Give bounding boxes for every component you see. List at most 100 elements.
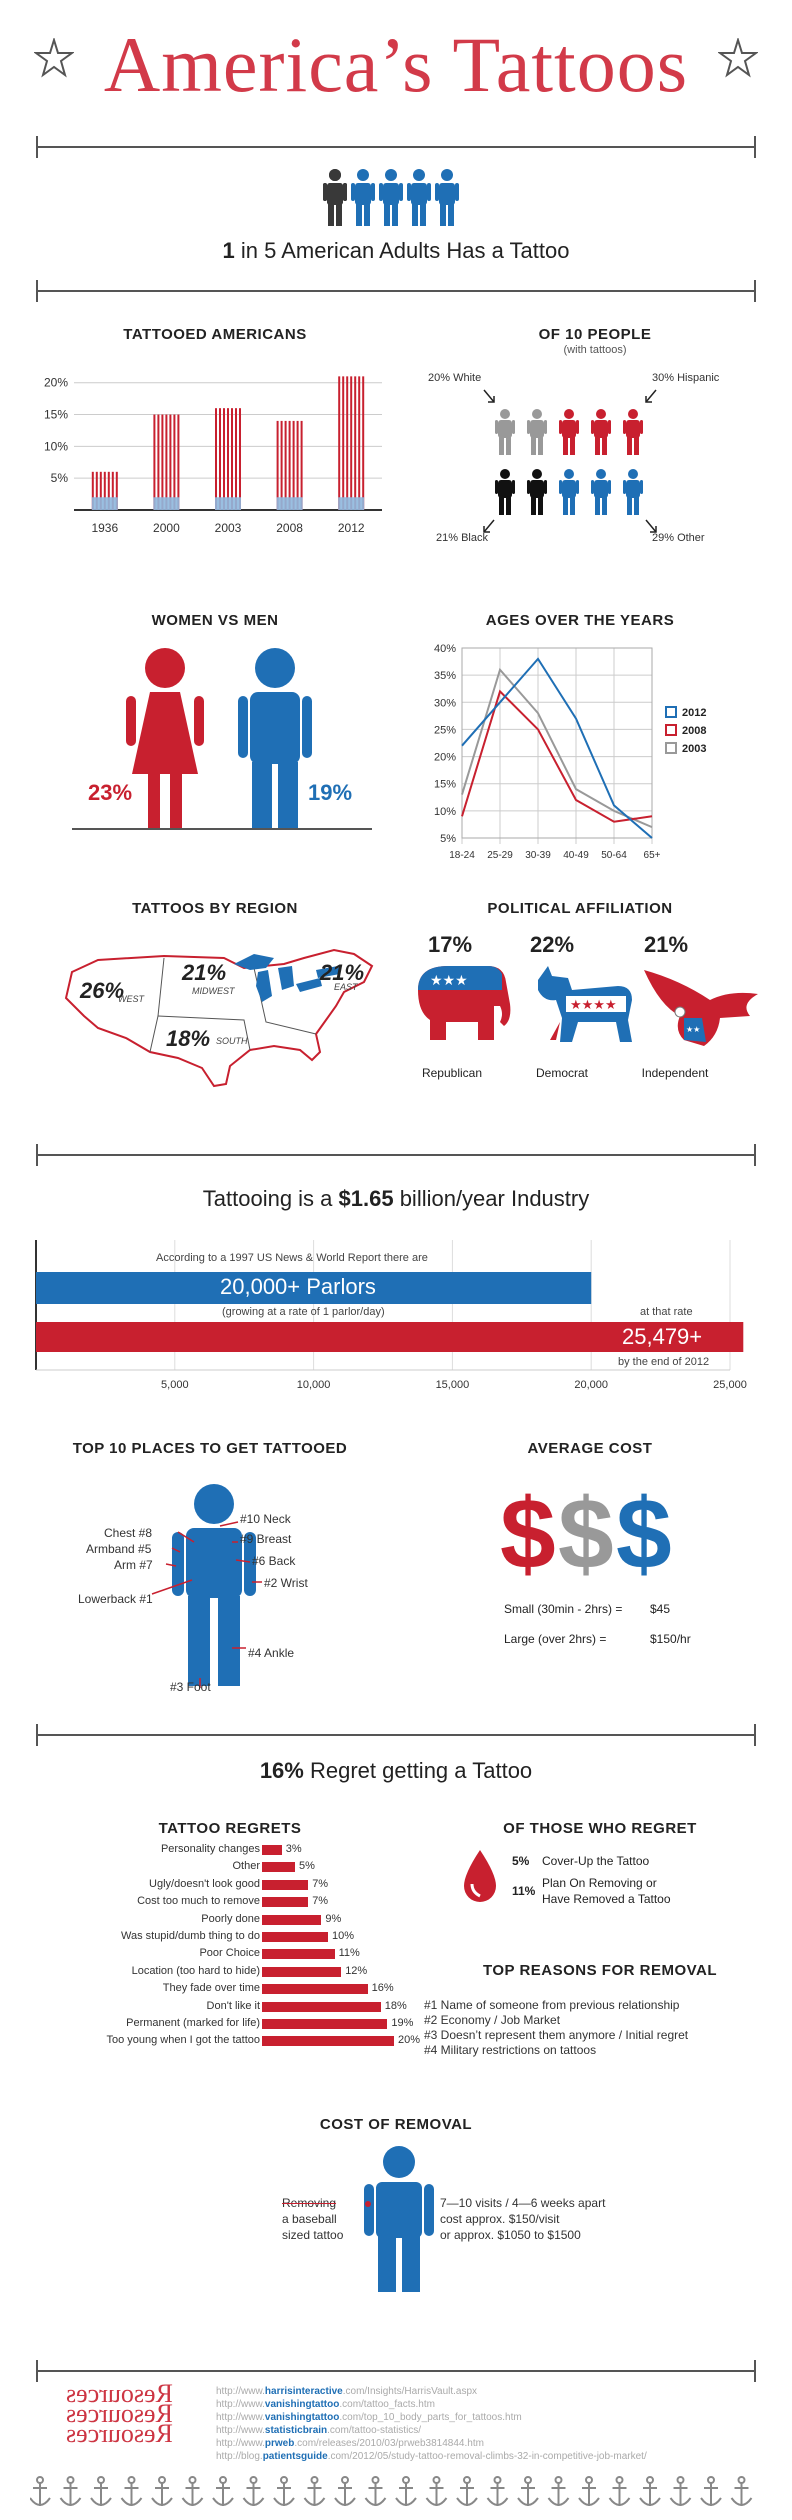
ages-y-tick: 30% xyxy=(434,697,456,709)
region-midwest-percent: 21% xyxy=(182,960,227,985)
ages-series-2003 xyxy=(461,667,653,829)
those-regret-heading: OF THOSE WHO REGRET xyxy=(503,1820,697,1837)
of10-pictogram xyxy=(483,389,657,533)
source-link[interactable]: http://www.vanishingtattoo.com/tattoo_fa… xyxy=(216,2399,435,2410)
industry-note: According to a 1997 US News & World Repo… xyxy=(156,1252,428,1264)
of10-person xyxy=(559,409,579,455)
political-heading: POLITICAL AFFILIATION xyxy=(487,900,673,917)
regret-value: 19% xyxy=(391,2017,414,2029)
anchor-icon xyxy=(364,2476,387,2506)
place-arm: Arm #7 xyxy=(114,1558,153,1572)
ta-category-label: 2012 xyxy=(338,521,365,535)
svg-text:★★★: ★★★ xyxy=(430,972,468,988)
source-link[interactable]: http://www.prweb.com/releases/2010/03/pr… xyxy=(216,2438,484,2449)
svg-text:★★: ★★ xyxy=(686,1025,700,1034)
blood-drop-icon xyxy=(464,1850,496,1902)
anchor-icon xyxy=(669,2476,692,2506)
regret-label: Personality changes xyxy=(160,1843,260,1855)
of10-white-label: 20% White xyxy=(428,372,482,384)
svg-text:$: $ xyxy=(500,1480,556,1580)
parlors-tick: 10,000 xyxy=(297,1379,331,1391)
source-link[interactable]: http://blog.patientsguide.com/2012/05/st… xyxy=(216,2451,647,2462)
regret-value: 3% xyxy=(285,1843,302,1855)
ages-y-tick: 10% xyxy=(434,806,456,818)
party-mascots: ★★★ ★★★★ ★★ xyxy=(418,966,758,1046)
regret-label: Ugly/doesn't look good xyxy=(149,1877,260,1890)
of10-person xyxy=(623,469,643,515)
removal-line-3: or approx. $1050 to $1500 xyxy=(440,2228,581,2242)
ages-y-tick: 5% xyxy=(440,833,456,845)
of10-heading: OF 10 PEOPLE xyxy=(538,326,652,343)
right-star-icon xyxy=(718,38,758,78)
anchor-icon xyxy=(608,2476,631,2506)
ages-x-tick: 40-49 xyxy=(563,850,589,860)
ages-x-tick: 18-24 xyxy=(449,850,475,860)
large-cost-value: $150/hr xyxy=(650,1632,691,1646)
place-wrist: #2 Wrist xyxy=(264,1576,308,1590)
ages-y-tick: 20% xyxy=(434,752,456,764)
removal-reasons-heading: TOP REASONS FOR REMOVAL xyxy=(482,1962,718,1979)
ta-bar xyxy=(215,408,241,510)
place-lowerback: Lowerback #1 xyxy=(78,1592,153,1606)
reason-2: #2 Economy / Job Market xyxy=(424,2013,561,2027)
place-breast: #9 Breast xyxy=(240,1532,292,1546)
place-ankle: #4 Ankle xyxy=(248,1646,295,1660)
ta-category-label: 1936 xyxy=(91,521,118,535)
regret-row: Don't like it 18% xyxy=(30,1999,450,2015)
ta-bar xyxy=(276,420,303,510)
of10-person xyxy=(623,409,643,455)
regret-bar xyxy=(262,1879,309,1890)
parlors-tick: 15,000 xyxy=(436,1379,470,1391)
place-foot: #3 Foot xyxy=(170,1680,211,1694)
reason-4: #4 Military restrictions on tattoos xyxy=(424,2043,597,2057)
sources-mirrored-heading: Resources Resources Resources xyxy=(66,2379,173,2448)
region-midwest-label: MIDWEST xyxy=(192,986,235,996)
headline-number: 1 xyxy=(222,238,235,263)
ages-x-tick: 25-29 xyxy=(487,850,513,860)
place-back: #6 Back xyxy=(252,1554,296,1568)
us-map xyxy=(64,948,374,1088)
regret-value: 18% xyxy=(384,1999,407,2012)
ages-y-tick: 40% xyxy=(434,643,456,655)
of10-person xyxy=(527,409,547,455)
regret-bar xyxy=(262,2001,381,2012)
headline-text: in 5 American Adults Has a Tattoo xyxy=(234,238,570,263)
of10-person xyxy=(559,469,579,515)
regret-label: Poorly done xyxy=(201,1912,260,1925)
men-percent: 19% xyxy=(308,780,353,805)
ages-legend-swatch xyxy=(665,724,677,736)
republican-label: Republican xyxy=(421,1066,483,1080)
regret-value: 5% xyxy=(299,1860,315,1873)
ages-series-2008 xyxy=(461,689,653,823)
anchor-icon xyxy=(181,2476,204,2506)
eagle-icon: ★★ xyxy=(644,970,758,1046)
anchor-icon xyxy=(517,2476,539,2506)
regret-row: Was stupid/dumb thing to do 10% xyxy=(30,1929,450,1945)
cost-removal-heading: COST OF REMOVAL xyxy=(319,2116,473,2133)
independent-label: Independent xyxy=(641,1066,709,1080)
regret-label: Poor Choice xyxy=(199,1947,260,1960)
cover-up-percent: 5% xyxy=(512,1854,530,1868)
parlors-tick: 25,000 xyxy=(713,1379,747,1391)
region-west-percent: 26% xyxy=(80,978,125,1003)
place-chest: Chest #8 xyxy=(104,1526,153,1540)
place-neck: #10 Neck xyxy=(240,1512,291,1526)
source-link[interactable]: http://www.statisticbrain.com/tattoo-sta… xyxy=(216,2425,422,2436)
removal-line-1: 7—10 visits / 4—6 weeks apart xyxy=(440,2196,606,2210)
ages-series-2012 xyxy=(461,657,653,839)
small-cost-label: Small (30min - 2hrs) = xyxy=(504,1602,623,1616)
regret-bar xyxy=(262,2036,394,2047)
source-link[interactable]: http://www.harrisinteractive.com/Insight… xyxy=(216,2386,478,2397)
regret-label: They fade over time xyxy=(162,1982,260,1995)
regret-bar xyxy=(262,1845,282,1855)
parlors-tick: 20,000 xyxy=(574,1379,608,1391)
region-south-label: SOUTH xyxy=(216,1036,248,1046)
regret-row: Cost too much to remove 7% xyxy=(30,1894,450,1910)
industry-headline-pre: Tattooing is a xyxy=(202,1186,339,1211)
regret-label: Too young when I got the tattoo xyxy=(106,2034,260,2047)
of10-person xyxy=(527,469,547,515)
source-link[interactable]: http://www.vanishingtattoo.com/top_10_bo… xyxy=(216,2412,522,2423)
ta-bar xyxy=(338,376,365,510)
anchor-icon xyxy=(730,2476,753,2506)
regret-bar xyxy=(262,1862,295,1873)
